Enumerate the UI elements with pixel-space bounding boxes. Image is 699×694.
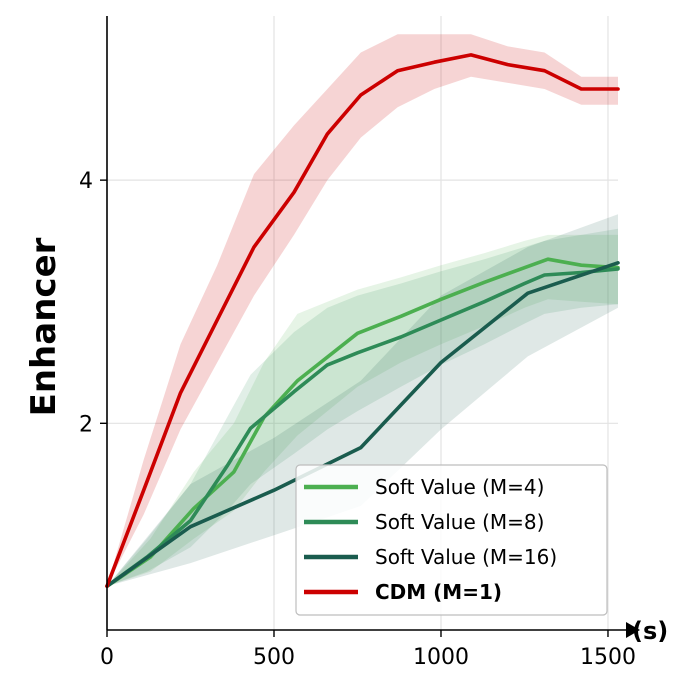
x-axis-unit-label: (s)	[632, 617, 668, 645]
series-band-3	[107, 34, 618, 587]
series-band-1	[107, 228, 618, 587]
y-axis-label: Enhancer	[24, 237, 64, 416]
series-line-1	[105, 267, 620, 589]
legend-label: Soft Value (M=4)	[375, 475, 544, 499]
legend: Soft Value (M=4) Soft Value (M=8) Soft Val…	[295, 464, 608, 616]
x-tick-label: 0	[100, 645, 114, 670]
x-axis-arrow-icon	[626, 622, 640, 638]
axes	[106, 16, 640, 638]
axis-ticks: 0 500 1000 1500 2 4	[79, 169, 636, 670]
x-tick-label: 1000	[413, 645, 469, 670]
series-line-0	[105, 257, 620, 589]
x-tick-label: 1500	[580, 645, 636, 670]
y-tick-label: 4	[79, 169, 93, 194]
legend-label: Soft Value (M=8)	[375, 510, 544, 534]
legend-box	[295, 464, 608, 616]
legend-label: Soft Value (M=16)	[375, 545, 557, 569]
legend-label: CDM (M=1)	[375, 580, 502, 604]
series-line-2	[105, 260, 620, 589]
x-tick-label: 500	[253, 645, 295, 670]
series-band-2	[107, 214, 618, 587]
series-lines	[105, 53, 620, 589]
y-tick-label: 2	[79, 412, 93, 437]
series-line-3	[105, 53, 620, 589]
